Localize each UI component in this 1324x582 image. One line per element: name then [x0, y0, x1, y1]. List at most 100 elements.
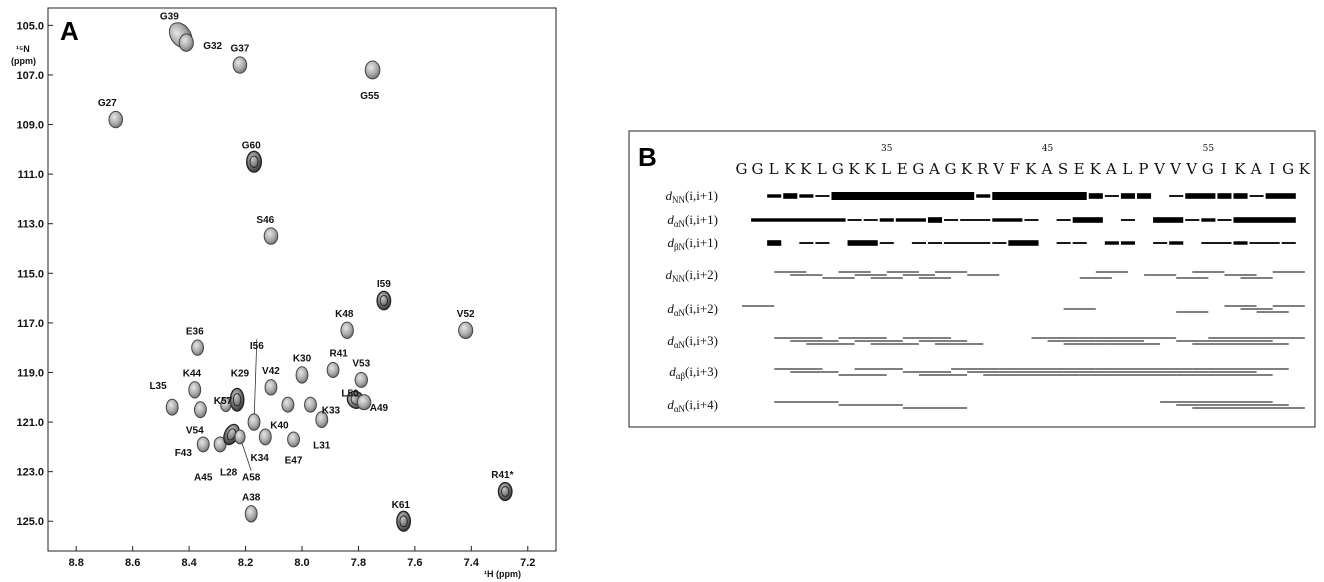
peak-l35: [165, 398, 179, 416]
peak-a58: [234, 429, 246, 445]
x-tick-label: 7.8: [351, 557, 366, 569]
noe-bar: [751, 218, 846, 222]
peak-g32: [178, 33, 194, 52]
noe-bar: [863, 219, 878, 221]
x-tick-label: 7.4: [464, 557, 480, 569]
sequence-residue: A: [928, 160, 941, 178]
sequence-residue: V: [1185, 160, 1198, 178]
noe-row: dNN(i,i+2): [666, 267, 1305, 284]
peak-contour-g60: [249, 155, 259, 168]
panel-a-plot-frame: [47, 7, 557, 552]
noe-bar: [911, 242, 926, 244]
sequence-residue: L: [769, 160, 780, 178]
peak-label-k44: K44: [183, 368, 202, 379]
peak-label-k29: K29: [231, 368, 250, 379]
noe-bar: [815, 242, 830, 244]
noe-bar: [879, 242, 894, 244]
peak-i56: [247, 413, 261, 431]
noe-row-label: dαN(i,i+4): [667, 397, 718, 414]
sequence-residue: G: [944, 160, 957, 178]
peak-k33: [304, 396, 317, 413]
noe-bar: [1169, 195, 1184, 197]
peak-contour-i59: [379, 295, 388, 307]
peak-s46: [263, 227, 279, 245]
noe-bar: [879, 218, 894, 222]
noe-row-label: dNN(i,i+1): [666, 188, 718, 205]
noe-bar: [1201, 242, 1232, 244]
sequence-numbers: 35 45 55: [881, 144, 1214, 154]
sequence-residue: R: [977, 160, 990, 178]
peak-label-g60: G60: [242, 140, 261, 151]
peak-label-g55: G55: [360, 91, 379, 102]
noe-bar: [1217, 219, 1232, 221]
peak-label-g32: G32: [203, 41, 222, 52]
noe-bar: [1137, 193, 1152, 199]
peak-label-k33: K33: [322, 406, 341, 417]
noe-bar: [1185, 219, 1200, 221]
peak-a49: [356, 394, 372, 411]
noe-bar: [783, 193, 798, 199]
peak-label-k57: K57: [214, 396, 233, 407]
sequence-residue: G: [912, 160, 925, 178]
peak-r41: [326, 362, 340, 378]
panel-b-label: B: [638, 142, 657, 172]
sequence-residue: P: [1138, 160, 1149, 178]
noe-bar: [1249, 195, 1264, 197]
peak-contour-r41-star: [501, 486, 510, 497]
peak-label-l31: L31: [313, 440, 331, 451]
noe-bar: [1233, 217, 1296, 223]
noe-bar: [1265, 193, 1296, 199]
y-tick-label: 119.0: [17, 367, 44, 379]
peak-label-e47: E47: [285, 455, 303, 466]
peak-v42: [264, 379, 278, 396]
noe-bar: [1281, 242, 1296, 244]
peaks: [108, 22, 513, 532]
peak-label-k34: K34: [250, 453, 269, 464]
noe-bar: [895, 218, 926, 222]
noe-bar: [1088, 193, 1103, 199]
y-tick-label: 109.0: [16, 120, 44, 132]
peak-v52: [458, 321, 474, 340]
y-tick-label: 117.0: [17, 318, 44, 330]
noe-row-label: dαN(i,i+1): [667, 212, 718, 229]
noe-rows: dNN(i,i+1) dαN(i,i+1) dβN(i,i+1) dNN(i,i+2)…: [666, 188, 1305, 414]
x-tick-label: 8.4: [181, 557, 197, 569]
peak-k48: [340, 321, 354, 340]
sequence-residue: L: [881, 160, 892, 178]
peak-label-k40: K40: [270, 421, 289, 432]
noe-row: dαN(i,i+2): [667, 301, 1305, 318]
peak-g37: [232, 56, 248, 74]
y-axis-label-nucleus: ¹⁵N: [16, 44, 30, 54]
y-tick-label: 123.0: [16, 467, 44, 479]
peak-label-l50: L50: [341, 388, 359, 399]
noe-bar: [1201, 218, 1216, 222]
noe-bar: [1072, 217, 1103, 223]
peak-label-k48: K48: [335, 309, 354, 320]
peak-k61: [396, 510, 412, 532]
y-tick-label: 107.0: [16, 70, 44, 82]
sequence-residue: G: [1202, 160, 1215, 178]
peak-i59: [376, 290, 392, 311]
sequence-residue: K: [1025, 160, 1037, 178]
peak-f43: [196, 436, 210, 453]
sequence-residue: G: [1282, 160, 1295, 178]
y-tick-label: 121.0: [16, 417, 44, 429]
sequence-residue: I: [1221, 160, 1228, 178]
sequence-residue: G: [752, 160, 765, 178]
noe-row: dNN(i,i+1): [666, 188, 1296, 205]
noe-bar: [799, 194, 814, 198]
noe-row-label: dNN(i,i+2): [666, 267, 718, 284]
peak-label-a45: A45: [194, 473, 213, 484]
y-tick-label: 113.0: [17, 219, 44, 231]
sequence-residue: I: [1269, 160, 1276, 178]
sequence-residue: K: [1234, 160, 1246, 178]
noe-row-label: dαN(i,i+2): [667, 301, 718, 318]
peak-contour-k29: [232, 393, 242, 407]
sequence-residue: K: [1299, 160, 1311, 178]
peak-k57: [220, 397, 232, 413]
noe-bar: [927, 242, 943, 244]
sequence-residue: K: [800, 160, 812, 178]
x-tick-label: 7.2: [520, 557, 535, 569]
noe-bar: [976, 194, 991, 198]
x-tick-label: 8.8: [69, 557, 84, 569]
